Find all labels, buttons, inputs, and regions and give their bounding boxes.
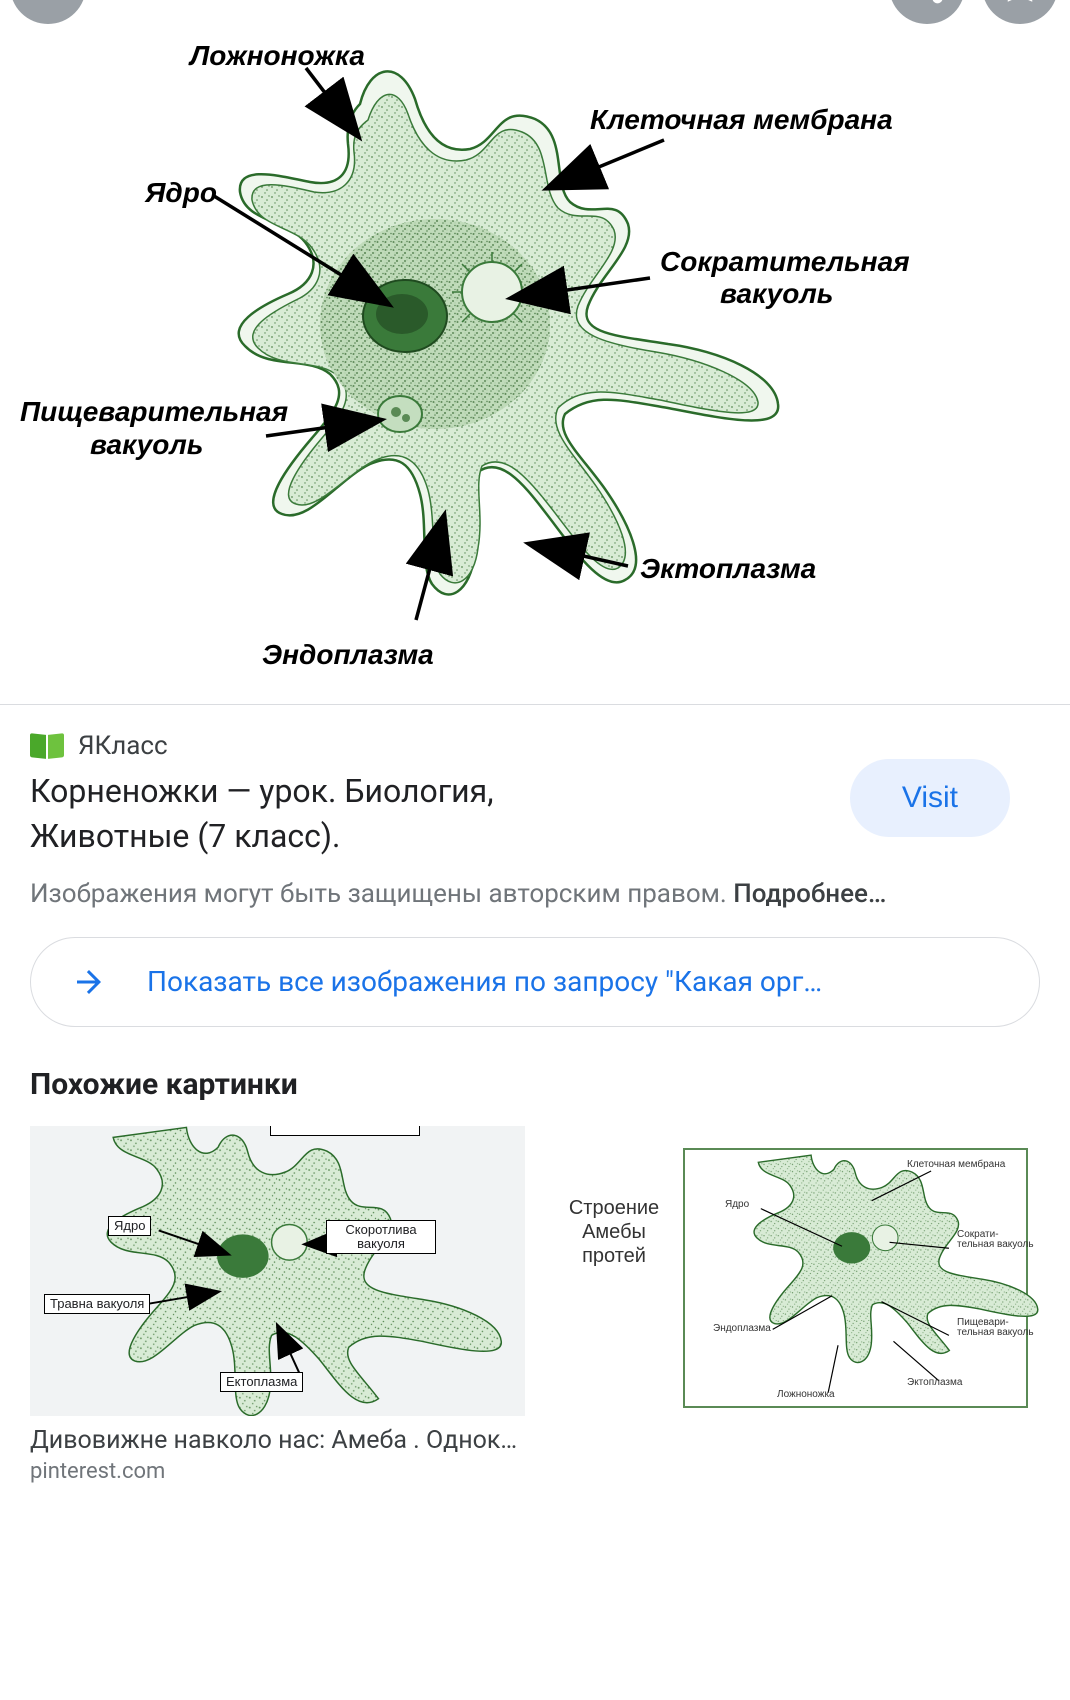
- source-name: ЯКласс: [78, 731, 168, 761]
- t1-label-contractile: Скоротлива вакуоля: [326, 1220, 436, 1255]
- related-source-1: pinterest.com: [30, 1459, 525, 1484]
- t2-label-ectoplasm: Эктоплазма: [907, 1378, 962, 1389]
- t1-label-ectoplasm: Ектоплазма: [220, 1372, 303, 1392]
- share-icon: [906, 0, 948, 7]
- label-digestive-1: Пищеварительная: [20, 396, 288, 428]
- t2-label-membrane: Клеточная мембрана: [907, 1160, 1027, 1171]
- t2-label-nucleus: Ядро: [725, 1200, 749, 1211]
- t2-title: Строение Амебы протей: [559, 1196, 669, 1268]
- t1-label-digestive: Травна вакуоля: [44, 1294, 150, 1314]
- bookmark-icon: [999, 0, 1041, 7]
- thumb-2: Строение Амебы протей Клеточная мембрана…: [545, 1126, 1040, 1416]
- arrow-right-icon: [71, 964, 107, 1000]
- label-contractile-1: Сократительная: [660, 246, 910, 278]
- related-section: Похожие картинки Ядро: [0, 1067, 1070, 1514]
- share-button[interactable]: [889, 0, 965, 24]
- t1-label-nucleus: Ядро: [108, 1216, 151, 1236]
- close-button[interactable]: [10, 0, 86, 24]
- top-bar: [0, 0, 1070, 24]
- show-all-label: Показать все изображения по запросу "Как…: [147, 965, 822, 998]
- copyright-notice: Изображения могут быть защищены авторски…: [30, 879, 1040, 909]
- t2-label-endoplasm: Эндоплазма: [713, 1324, 771, 1335]
- show-all-button[interactable]: Показать все изображения по запросу "Как…: [30, 937, 1040, 1027]
- page-title[interactable]: Корненожки — урок. Биология, Животные (7…: [30, 769, 650, 859]
- thumb-1: Ядро Скоротлива вакуоля Травна вакуоля Е…: [30, 1126, 525, 1416]
- bookmark-button[interactable]: [982, 0, 1058, 24]
- label-pseudopod: Ложноножка: [190, 40, 365, 72]
- label-contractile-2: вакуоль: [720, 278, 833, 310]
- label-ectoplasm: Эктоплазма: [640, 553, 816, 585]
- t1-label-top: [270, 1126, 420, 1136]
- related-caption-1: Дивовижне навколо нас: Амеба . Однок…: [30, 1426, 525, 1455]
- related-grid: Ядро Скоротлива вакуоля Травна вакуоля Е…: [30, 1126, 1040, 1484]
- copyright-more-link[interactable]: Подробнее…: [733, 879, 886, 909]
- label-membrane: Клеточная мембрана: [590, 104, 893, 136]
- close-icon: [27, 0, 69, 7]
- source-row[interactable]: ЯКласс: [30, 731, 1040, 761]
- label-nucleus: Ядро: [145, 177, 217, 209]
- related-heading: Похожие картинки: [30, 1067, 1040, 1102]
- main-diagram[interactable]: Ложноножка Клеточная мембрана Ядро Сокра…: [0, 24, 1070, 704]
- t2-label-digestive: Пищевари-тельная вакуоль: [957, 1318, 1035, 1339]
- visit-button[interactable]: Visit: [850, 759, 1010, 837]
- source-favicon: [30, 732, 66, 760]
- label-digestive-2: вакуоль: [90, 429, 203, 461]
- related-item-1[interactable]: Ядро Скоротлива вакуоля Травна вакуоля Е…: [30, 1126, 525, 1484]
- label-endoplasm: Эндоплазма: [262, 639, 434, 671]
- related-item-2[interactable]: Строение Амебы протей Клеточная мембрана…: [545, 1126, 1040, 1484]
- t2-label-pseudopod: Ложноножка: [777, 1390, 835, 1401]
- info-card: ЯКласс Visit Корненожки — урок. Биология…: [0, 704, 1070, 1067]
- t2-label-contractile: Сократи-тельная вакуоль: [957, 1230, 1035, 1251]
- copyright-text: Изображения могут быть защищены авторски…: [30, 879, 733, 909]
- amoeba-svg: [0, 24, 1070, 704]
